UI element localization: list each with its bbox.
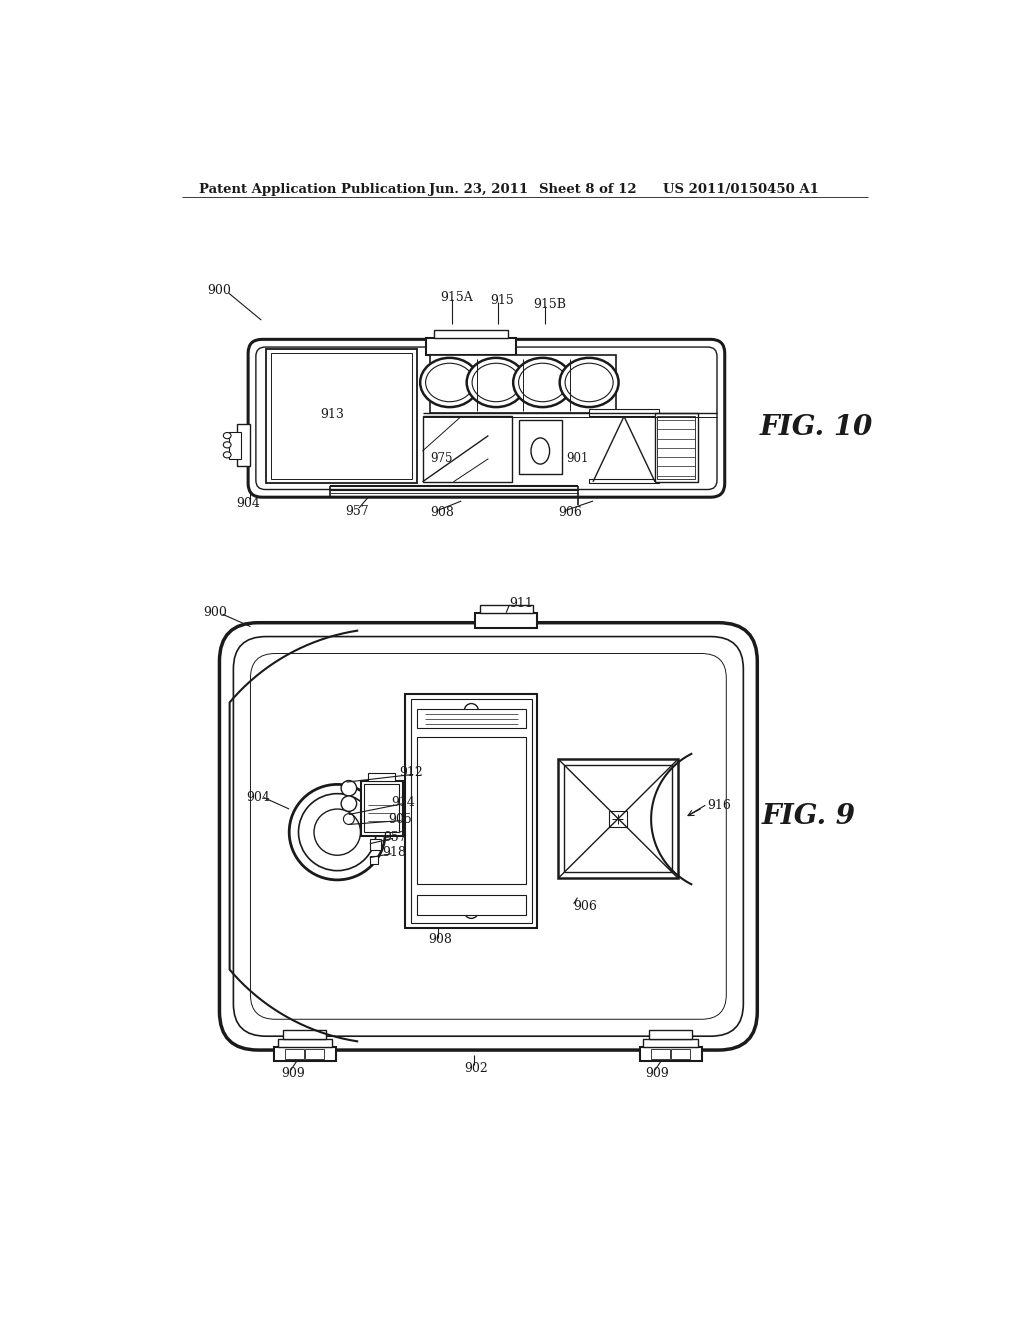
FancyBboxPatch shape (256, 347, 717, 490)
Text: FIG. 9: FIG. 9 (762, 804, 856, 830)
Ellipse shape (464, 704, 478, 718)
Text: 908: 908 (429, 933, 453, 946)
Text: 901: 901 (566, 453, 588, 465)
Text: 975: 975 (430, 453, 453, 465)
Bar (305, 1048, 324, 1059)
Text: 913: 913 (321, 408, 344, 421)
Text: 909: 909 (282, 1067, 305, 1080)
Text: 915A: 915A (440, 290, 473, 304)
Bar (283, 1030, 327, 1039)
FancyBboxPatch shape (233, 636, 743, 1036)
Text: Sheet 8 of 12: Sheet 8 of 12 (539, 183, 636, 197)
Bar (417, 709, 525, 729)
Text: 915B: 915B (534, 298, 566, 312)
Text: 911: 911 (509, 597, 534, 610)
Ellipse shape (472, 363, 520, 401)
Bar (655, 413, 697, 482)
Text: 908: 908 (430, 506, 454, 519)
Bar (370, 840, 381, 850)
Text: 904: 904 (246, 791, 269, 804)
Bar (273, 1047, 336, 1061)
Bar (608, 812, 627, 826)
Text: 904: 904 (237, 496, 260, 510)
Bar (237, 424, 251, 466)
Bar (480, 605, 532, 612)
Text: Patent Application Publication: Patent Application Publication (200, 183, 426, 197)
Bar (643, 1039, 697, 1047)
Text: 916: 916 (708, 799, 731, 812)
Bar (589, 409, 658, 416)
Ellipse shape (420, 358, 479, 407)
Text: 912: 912 (399, 767, 423, 779)
Ellipse shape (343, 813, 354, 825)
Text: 914: 914 (391, 796, 416, 809)
Bar (657, 416, 695, 479)
Bar (426, 338, 515, 355)
Text: 918: 918 (382, 846, 407, 859)
Bar (475, 612, 538, 628)
Bar (365, 784, 399, 832)
Ellipse shape (223, 433, 231, 438)
FancyBboxPatch shape (248, 339, 725, 498)
Bar (370, 857, 378, 863)
Text: 906: 906 (573, 900, 597, 913)
Text: FIG. 10: FIG. 10 (760, 414, 872, 441)
Ellipse shape (531, 438, 550, 465)
Bar (360, 780, 403, 836)
Ellipse shape (464, 904, 478, 919)
Bar (228, 432, 241, 459)
Bar (411, 700, 531, 923)
FancyBboxPatch shape (251, 653, 726, 1019)
Ellipse shape (299, 793, 376, 871)
Bar (649, 1030, 692, 1039)
Ellipse shape (314, 809, 360, 855)
Ellipse shape (223, 442, 231, 447)
Text: Jun. 23, 2011: Jun. 23, 2011 (429, 183, 527, 197)
Text: 906: 906 (558, 506, 582, 519)
Bar (434, 330, 508, 338)
Bar (672, 1048, 690, 1059)
Bar (564, 766, 672, 873)
Bar (266, 348, 417, 483)
Bar (640, 1047, 701, 1061)
Bar (286, 1048, 304, 1059)
Text: US 2011/0150450 A1: US 2011/0150450 A1 (663, 183, 818, 197)
Text: 909: 909 (646, 1067, 670, 1080)
Ellipse shape (223, 451, 231, 458)
Bar (278, 1039, 332, 1047)
Bar (270, 354, 413, 479)
Bar (417, 895, 525, 915)
Bar (651, 1048, 670, 1059)
Text: 905: 905 (388, 813, 412, 825)
Text: 900: 900 (203, 606, 227, 619)
Bar (589, 479, 658, 483)
Ellipse shape (426, 363, 474, 401)
Text: 902: 902 (464, 1063, 488, 1074)
Bar (519, 420, 562, 474)
Ellipse shape (518, 363, 566, 401)
Text: 915: 915 (490, 294, 514, 308)
Ellipse shape (341, 780, 356, 796)
Bar (430, 355, 616, 412)
Ellipse shape (560, 358, 618, 407)
Ellipse shape (467, 358, 525, 407)
Bar (417, 738, 525, 884)
Bar (423, 416, 512, 482)
FancyBboxPatch shape (219, 623, 758, 1051)
Ellipse shape (513, 358, 572, 407)
Text: 900: 900 (207, 284, 231, 297)
Ellipse shape (341, 796, 356, 812)
Ellipse shape (289, 784, 385, 880)
Text: 957: 957 (384, 832, 408, 843)
Text: 957: 957 (345, 504, 369, 517)
Bar (558, 759, 678, 878)
Bar (406, 693, 538, 928)
Bar (369, 774, 395, 780)
Ellipse shape (565, 363, 613, 401)
